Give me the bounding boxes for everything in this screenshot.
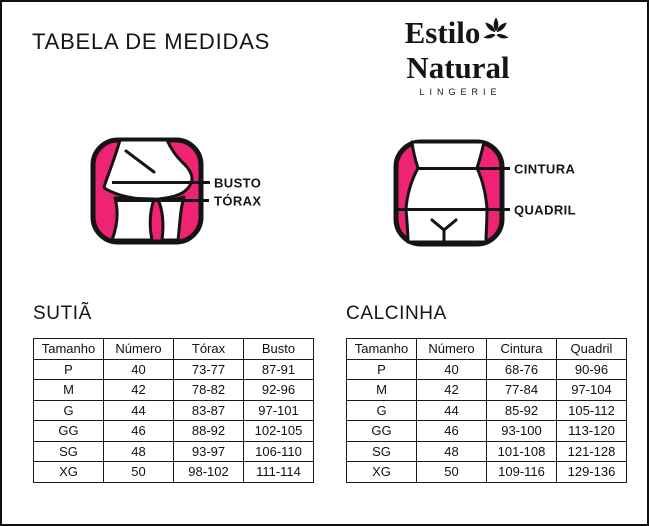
column-header: Número bbox=[416, 338, 487, 360]
table-cell: 87-91 bbox=[243, 358, 314, 380]
column-header: Quadril bbox=[556, 338, 627, 360]
table-row: G 44 83-87 97-101 bbox=[33, 399, 314, 421]
table-cell: 83-87 bbox=[173, 399, 244, 421]
bra-figure-icon bbox=[90, 137, 204, 245]
table-cell: 42 bbox=[103, 379, 174, 401]
brand-logo: Estilo Natural LINGERIE bbox=[390, 16, 526, 97]
table-cell: P bbox=[33, 358, 104, 380]
table-cell: 97-101 bbox=[243, 399, 314, 421]
column-header: Tórax bbox=[173, 338, 244, 360]
brand-name-line2: Natural bbox=[406, 50, 510, 85]
table-cell: 92-96 bbox=[243, 379, 314, 401]
table-cell: 93-100 bbox=[486, 420, 557, 442]
table-row: SG 48 93-97 106-110 bbox=[33, 440, 314, 462]
table-cell: XG bbox=[346, 461, 417, 483]
brand-tagline: LINGERIE bbox=[419, 87, 502, 97]
column-header: Tamanho bbox=[346, 338, 417, 360]
calcinha-heading: CALCINHA bbox=[346, 303, 447, 324]
table-cell: 111-114 bbox=[243, 461, 314, 483]
table-cell: 106-110 bbox=[243, 440, 314, 462]
cintura-label: CINTURA bbox=[514, 161, 576, 177]
torax-pointer-line bbox=[117, 199, 209, 202]
table-header-row: Tamanho Número Cintura Quadril bbox=[346, 338, 627, 360]
quadril-label: QUADRIL bbox=[514, 202, 577, 218]
sutia-section: SUTIÃ Tamanho Número Tórax Busto P 40 73-77 87-… bbox=[33, 303, 314, 483]
table-cell: 129-136 bbox=[556, 461, 627, 483]
table-cell: 97-104 bbox=[556, 379, 627, 401]
table-cell: G bbox=[346, 399, 417, 421]
cintura-pointer-line bbox=[416, 167, 510, 170]
table-cell: 102-105 bbox=[243, 420, 314, 442]
table-cell: 40 bbox=[416, 358, 487, 380]
sutia-heading: SUTIÃ bbox=[33, 303, 92, 324]
panty-figure-icon bbox=[393, 139, 505, 247]
table-cell: 109-116 bbox=[486, 461, 557, 483]
table-cell: SG bbox=[346, 440, 417, 462]
column-header: Cintura bbox=[486, 338, 557, 360]
table-cell: 40 bbox=[103, 358, 174, 380]
sutia-size-table: Tamanho Número Tórax Busto P 40 73-77 87-91 M 42 7… bbox=[33, 338, 314, 483]
table-row: P 40 68-76 90-96 bbox=[346, 358, 627, 380]
table-cell: 85-92 bbox=[486, 399, 557, 421]
table-cell: 50 bbox=[103, 461, 174, 483]
table-cell: 48 bbox=[416, 440, 487, 462]
table-cell: M bbox=[33, 379, 104, 401]
table-cell: 93-97 bbox=[173, 440, 244, 462]
table-header-row: Tamanho Número Tórax Busto bbox=[33, 338, 314, 360]
table-cell: 105-112 bbox=[556, 399, 627, 421]
table-cell: 73-77 bbox=[173, 358, 244, 380]
table-cell: 121-128 bbox=[556, 440, 627, 462]
table-cell: 44 bbox=[103, 399, 174, 421]
table-row: XG 50 98-102 111-114 bbox=[33, 461, 314, 483]
table-cell: 90-96 bbox=[556, 358, 627, 380]
table-cell: G bbox=[33, 399, 104, 421]
table-row: P 40 73-77 87-91 bbox=[33, 358, 314, 380]
table-cell: 77-84 bbox=[486, 379, 557, 401]
table-row: G 44 85-92 105-112 bbox=[346, 399, 627, 421]
busto-label: BUSTO bbox=[214, 175, 262, 191]
calcinha-size-table: Tamanho Número Cintura Quadril P 40 68-76 90-96… bbox=[346, 338, 627, 483]
table-row: SG 48 101-108 121-128 bbox=[346, 440, 627, 462]
torax-label: TÓRAX bbox=[214, 193, 262, 209]
table-cell: M bbox=[346, 379, 417, 401]
page-title: TABELA DE MEDIDAS bbox=[32, 29, 271, 54]
table-cell: 101-108 bbox=[486, 440, 557, 462]
table-cell: GG bbox=[33, 420, 104, 442]
table-cell: 46 bbox=[416, 420, 487, 442]
table-cell: 98-102 bbox=[173, 461, 244, 483]
calcinha-section: CALCINHA Tamanho Número Cintura Quadril P 40 6… bbox=[346, 303, 627, 483]
table-cell: 46 bbox=[103, 420, 174, 442]
brand-name-line1: Estilo bbox=[404, 15, 481, 50]
quadril-pointer-line bbox=[395, 208, 510, 211]
table-cell: 68-76 bbox=[486, 358, 557, 380]
flower-icon bbox=[483, 17, 509, 39]
table-cell: P bbox=[346, 358, 417, 380]
table-cell: SG bbox=[33, 440, 104, 462]
table-row: GG 46 88-92 102-105 bbox=[33, 420, 314, 442]
column-header: Tamanho bbox=[33, 338, 104, 360]
table-cell: 78-82 bbox=[173, 379, 244, 401]
table-row: M 42 78-82 92-96 bbox=[33, 379, 314, 401]
table-row: GG 46 93-100 113-120 bbox=[346, 420, 627, 442]
table-cell: 42 bbox=[416, 379, 487, 401]
busto-pointer-line bbox=[112, 181, 210, 184]
table-row: XG 50 109-116 129-136 bbox=[346, 461, 627, 483]
column-header: Número bbox=[103, 338, 174, 360]
table-cell: 88-92 bbox=[173, 420, 244, 442]
table-cell: 48 bbox=[103, 440, 174, 462]
table-cell: GG bbox=[346, 420, 417, 442]
table-cell: 44 bbox=[416, 399, 487, 421]
table-cell: 50 bbox=[416, 461, 487, 483]
table-cell: 113-120 bbox=[556, 420, 627, 442]
column-header: Busto bbox=[243, 338, 314, 360]
table-row: M 42 77-84 97-104 bbox=[346, 379, 627, 401]
table-cell: XG bbox=[33, 461, 104, 483]
